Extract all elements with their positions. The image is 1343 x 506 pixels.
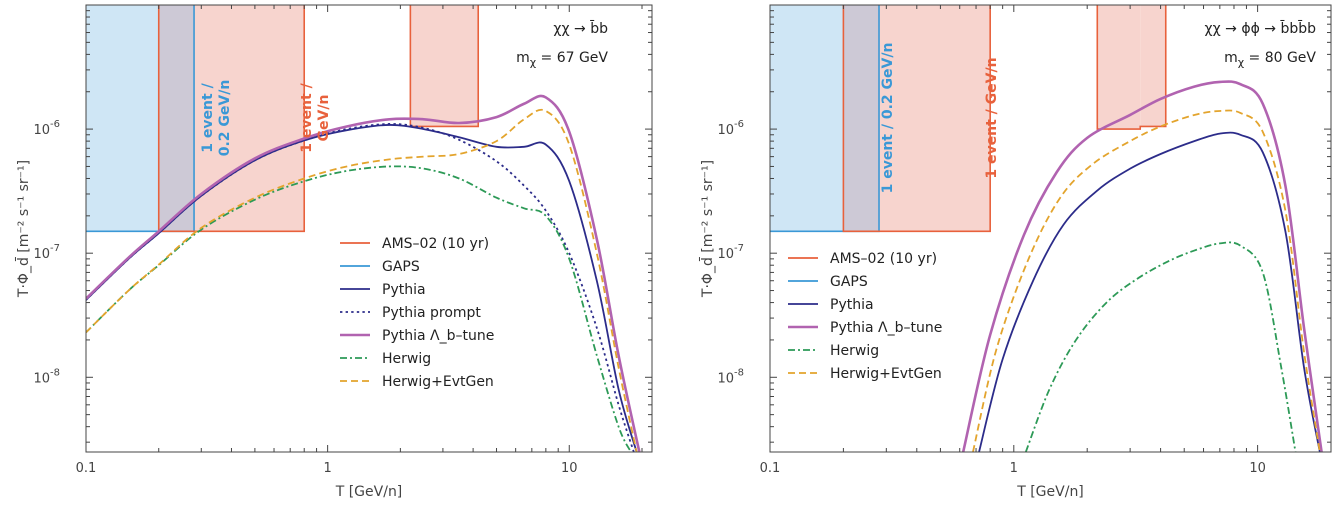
legend-entry: GAPS	[830, 274, 868, 290]
gaps-label: 1 event /0.2 GeV/n	[200, 80, 233, 157]
legend-entry: Herwig	[382, 351, 431, 367]
plot-area	[86, 5, 641, 452]
y-tick-label: 10-8	[717, 367, 744, 386]
mass-subscript: χ	[530, 56, 537, 69]
y-tick-label: 10-7	[717, 243, 744, 262]
ams-outline-0	[842, 5, 991, 233]
process-label: χχ → b̄b	[553, 19, 608, 37]
ams-outline-0	[157, 5, 306, 233]
mass-symbol: m	[516, 50, 530, 66]
series-pythia-prompt	[86, 123, 635, 452]
x-axis-label: T [GeV/n]	[1016, 484, 1084, 500]
ams-outline-1	[1096, 5, 1167, 130]
y-tick-exponent: -6	[50, 119, 60, 130]
legend-entry: Pythia Λ_b–tune	[830, 320, 942, 336]
y-tick-label: 10-6	[717, 119, 744, 138]
mass-value: = 67 GeV	[536, 50, 608, 66]
y-tick-label: 10-6	[33, 119, 60, 138]
gaps-label-line: 1 event /	[200, 82, 216, 152]
legend: AMS–02 (10 yr) GAPS Pythia Pythia Λ_b–tune H…	[788, 251, 942, 382]
legend-entry: AMS–02 (10 yr)	[382, 236, 489, 252]
x-tick-label: 10	[1249, 461, 1266, 476]
overlap-region	[843, 5, 880, 232]
ams-region-1	[410, 5, 479, 127]
y-tick-exponent: -8	[50, 367, 60, 378]
ams-label: 1 event /GeV/n	[299, 82, 332, 152]
series-herwig	[86, 165, 632, 452]
x-tick-label: 10	[561, 461, 578, 476]
x-tick-label: 0.1	[760, 461, 781, 476]
plot-frame	[85, 4, 653, 453]
legend-entry: Herwig+EvtGen	[830, 366, 942, 382]
mass-value: = 80 GeV	[1244, 50, 1316, 66]
ams-outline-1	[409, 5, 480, 128]
gaps-label: 1 event / 0.2 GeV/n	[880, 43, 896, 194]
x-axis-label: T [GeV/n]	[335, 484, 403, 500]
y-axis-label: T·Φ_d̄ [m⁻² s⁻¹ sr⁻¹]	[14, 160, 32, 298]
series-pythia-b-tune	[961, 80, 1323, 452]
series-herwig	[1024, 241, 1297, 452]
y-tick-exponent: -6	[734, 119, 744, 130]
legend-entry: Herwig+EvtGen	[382, 374, 494, 390]
series-herwig-evtgen	[86, 108, 638, 452]
legend-entry: Pythia	[382, 282, 426, 298]
y-tick-exponent: -7	[50, 243, 60, 254]
y-tick-label: 10-8	[33, 367, 60, 386]
legend-entry: Pythia prompt	[382, 305, 481, 321]
chart-panel-left: 0.1 1 10 10-8 10-7 10-6 T [GeV/n] T·Φ_d̄ [m⁻² s…	[14, 4, 653, 500]
mass-subscript: χ	[1238, 56, 1245, 69]
mass-label: mχ = 67 GeV	[516, 50, 608, 69]
mass-symbol: m	[1224, 50, 1238, 66]
legend-entry: AMS–02 (10 yr)	[830, 251, 937, 267]
legend: AMS–02 (10 yr) GAPS Pythia Pythia prompt Pyt…	[340, 236, 494, 390]
gaps-label-line: 0.2 GeV/n	[217, 80, 233, 157]
y-tick-exponent: -8	[734, 367, 744, 378]
x-tick-label: 1	[323, 461, 331, 476]
series-pythia-b-tune	[86, 94, 641, 452]
plot-area	[770, 5, 1323, 452]
x-tick-label: 0.1	[76, 461, 97, 476]
legend-entry: GAPS	[382, 259, 420, 275]
process-label: χχ → ϕϕ → b̄bb̄b	[1205, 19, 1317, 37]
y-tick-label: 10-7	[33, 243, 60, 262]
series-herwig-evtgen	[972, 109, 1321, 452]
y-tick-exponent: -7	[734, 243, 744, 254]
ams-region-1	[1097, 5, 1141, 130]
gaps-label-line: 1 event / 0.2 GeV/n	[880, 43, 896, 194]
overlap-region	[158, 5, 195, 232]
x-tick-label: 1	[1010, 461, 1018, 476]
ams-label: 1 event / GeV/n	[984, 57, 1000, 178]
mass-label: mχ = 80 GeV	[1224, 50, 1316, 69]
ams-label-line: GeV/n	[316, 95, 332, 142]
ams-label-line: 1 event /	[299, 82, 315, 152]
legend-entry: Pythia Λ_b–tune	[382, 328, 494, 344]
ams-label-line: 1 event / GeV/n	[984, 57, 1000, 178]
y-axis-label: T·Φ_d̄ [m⁻² s⁻¹ sr⁻¹]	[698, 160, 716, 298]
chart-panel-right: 0.1 1 10 10-8 10-7 10-6 T [GeV/n] T·Φ_d̄ [m⁻² s…	[698, 4, 1332, 500]
legend-entry: Pythia	[830, 297, 874, 313]
legend-entry: Herwig	[830, 343, 879, 359]
series-pythia	[978, 131, 1321, 452]
plot-frame	[769, 4, 1332, 453]
